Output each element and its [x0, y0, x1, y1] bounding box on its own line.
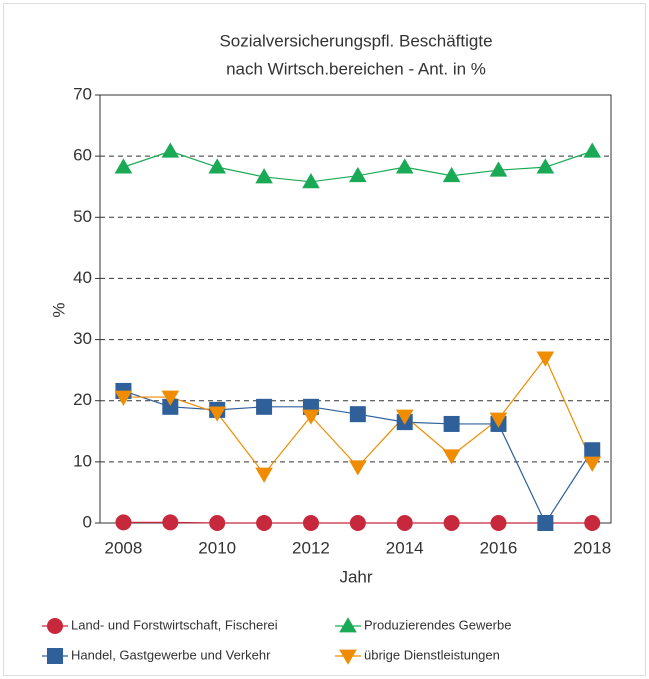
y-tick-label: 30 — [73, 329, 92, 348]
legend-label: Land- und Forstwirtschaft, Fischerei — [71, 617, 278, 632]
marker — [161, 390, 180, 406]
x-tick-label: 2018 — [573, 538, 611, 557]
marker — [339, 617, 357, 633]
marker — [209, 515, 226, 531]
chart-title: nach Wirtsch.bereichen - Ant. in % — [226, 59, 486, 78]
y-axis-label: % — [49, 302, 68, 317]
marker — [256, 515, 273, 531]
marker — [115, 514, 132, 531]
x-axis-label: Jahr — [339, 567, 372, 586]
marker — [114, 158, 133, 174]
marker — [442, 449, 461, 465]
y-tick-label: 50 — [73, 207, 92, 226]
y-tick-label: 40 — [73, 268, 92, 287]
y-tick-label: 70 — [73, 84, 92, 103]
marker — [255, 168, 273, 184]
marker — [442, 166, 461, 183]
marker — [396, 515, 413, 531]
marker — [443, 515, 460, 531]
marker — [536, 158, 555, 174]
x-tick-label: 2010 — [198, 538, 236, 557]
x-tick-label: 2008 — [105, 538, 143, 557]
marker — [349, 515, 366, 531]
chart-title: Sozialversicherungspfl. Beschäftigte — [219, 31, 492, 50]
x-tick-label: 2016 — [480, 538, 518, 557]
marker — [443, 415, 460, 432]
marker — [47, 618, 63, 634]
x-tick-label: 2012 — [292, 538, 330, 557]
y-tick-label: 60 — [73, 146, 92, 165]
marker — [349, 406, 366, 423]
legend-label: übrige Dienstleistungen — [364, 647, 500, 662]
marker — [583, 142, 602, 158]
marker — [490, 515, 507, 531]
marker — [208, 158, 227, 174]
y-tick-label: 20 — [73, 390, 92, 409]
marker — [489, 412, 508, 428]
marker — [537, 515, 554, 531]
marker — [583, 456, 602, 472]
marker — [395, 158, 414, 174]
marker — [349, 166, 367, 183]
marker — [302, 409, 320, 425]
marker — [302, 515, 319, 531]
marker — [584, 515, 601, 531]
marker — [208, 406, 227, 422]
marker — [114, 390, 133, 406]
marker — [256, 398, 273, 415]
legend-label: Handel, Gastgewerbe und Verkehr — [71, 647, 271, 662]
y-tick-label: 10 — [73, 451, 92, 470]
marker — [349, 460, 367, 476]
marker — [302, 173, 320, 189]
x-tick-label: 2014 — [386, 538, 424, 557]
legend-label: Produzierendes Gewerbe — [364, 617, 511, 632]
marker — [162, 398, 179, 415]
marker — [339, 649, 357, 665]
y-tick-label: 0 — [83, 512, 92, 531]
marker — [584, 442, 601, 459]
marker — [395, 409, 414, 425]
marker — [47, 648, 63, 664]
marker — [489, 161, 508, 177]
marker — [255, 467, 273, 483]
marker — [536, 351, 555, 367]
marker — [162, 514, 179, 531]
marker — [161, 142, 180, 158]
